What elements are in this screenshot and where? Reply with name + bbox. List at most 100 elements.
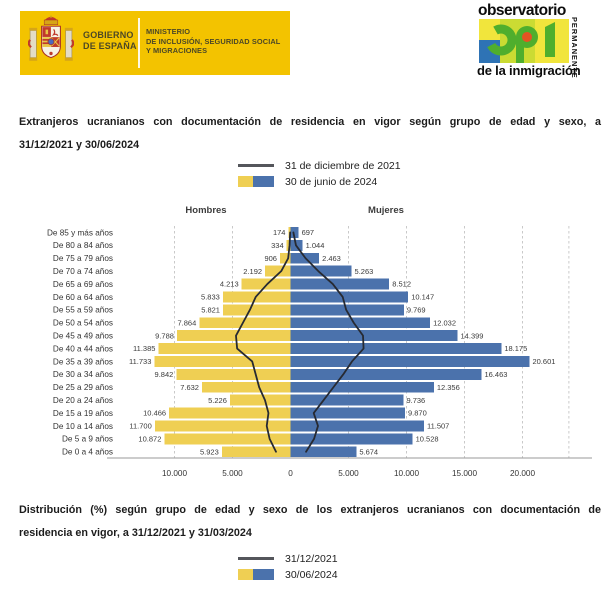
bar-mujeres [290, 394, 404, 406]
bar-hombres [279, 252, 291, 264]
bar-value-label-mujeres: 12.032 [433, 318, 456, 327]
bar-mujeres [290, 368, 482, 380]
bar-mujeres [290, 433, 413, 445]
age-group-label: De 45 a 49 años [53, 331, 113, 340]
bar-hombres [164, 433, 291, 445]
bar-value-label-mujeres: 10.147 [411, 293, 434, 302]
age-group-label: De 20 a 24 años [53, 396, 113, 405]
legend-item-31-12-2021: 31/12/2021 [238, 552, 338, 565]
bar-value-label-hombres: 174 [273, 228, 286, 237]
bar-value-label-mujeres: 697 [302, 228, 315, 237]
bar-hombres [221, 446, 291, 458]
age-group-label: De 80 a 84 años [53, 241, 113, 250]
bar-value-label-mujeres: 10.528 [416, 434, 439, 443]
age-group-label: De 65 a 69 años [53, 280, 113, 289]
bar-value-label-mujeres: 9.769 [407, 305, 426, 314]
women-header: Mujeres [368, 205, 404, 216]
legend-item-2024: 30 de junio de 2024 [238, 175, 401, 188]
legend-bars-swatch [238, 176, 274, 187]
bar-value-label-mujeres: 12.356 [437, 383, 460, 392]
bar-value-label-mujeres: 5.263 [355, 267, 374, 276]
pyramid-title-line2: 31/12/2021 y 30/06/2024 [19, 139, 140, 151]
x-tick-label: 15.000 [452, 469, 477, 478]
gobierno-line1: GOBIERNO [83, 30, 134, 40]
bar-value-label-hombres: 11.733 [129, 357, 151, 366]
bar-hombres [176, 368, 291, 380]
distribution-legend: 31/12/2021 30/06/2024 [238, 552, 338, 581]
legend-line-swatch [238, 164, 274, 167]
x-tick-label: 10.000 [162, 469, 187, 478]
ministerio-text: MINISTERIO DE INCLUSIÓN, SEGURIDAD SOCIA… [146, 27, 280, 56]
bar-value-label-hombres: 9.842 [155, 370, 174, 379]
legend-2024-label: 30 de junio de 2024 [285, 175, 378, 188]
line-2021-mujeres [292, 231, 365, 453]
bar-value-label-hombres: 5.226 [208, 396, 227, 405]
legend-2021-label: 31 de diciembre de 2021 [285, 159, 401, 172]
bar-hombres [229, 394, 291, 406]
men-header: Hombres [185, 205, 226, 216]
legend-item-30-06-2024: 30/06/2024 [238, 568, 338, 581]
bar-value-label-mujeres: 14.399 [461, 331, 484, 340]
age-group-label: De 35 a 39 años [53, 357, 113, 366]
legend-line-swatch [238, 557, 274, 560]
legend-bars-swatch [238, 569, 274, 580]
bar-hombres [176, 330, 291, 342]
opi-logo: observatorio PERMANENTE de la inmigració… [477, 2, 609, 82]
bar-value-label-mujeres: 11.507 [427, 422, 449, 431]
bar-hombres [222, 304, 291, 316]
opi-logo-vertical-text: PERMANENTE [570, 17, 579, 79]
banner-separator [138, 18, 140, 68]
bar-value-label-mujeres: 9.870 [408, 409, 427, 418]
age-group-label: De 30 a 34 años [53, 370, 113, 379]
x-tick-label: 0 [288, 469, 293, 478]
bar-mujeres [290, 381, 434, 393]
age-group-label: De 15 a 19 años [53, 409, 113, 418]
bar-value-label-mujeres: 16.463 [484, 370, 507, 379]
opi-logo-bottom-text: de la inmigración [477, 63, 581, 78]
pyramid-chart-title: Extranjeros ucranianos con documentación… [19, 115, 601, 152]
bar-hombres [199, 317, 291, 329]
legend-31-12-2021-label: 31/12/2021 [285, 552, 338, 565]
spain-coat-of-arms-icon [28, 15, 74, 61]
bar-value-label-hombres: 5.833 [201, 293, 220, 302]
ministerio-line1: MINISTERIO [146, 27, 191, 36]
legend-30-06-2024-label: 30/06/2024 [285, 568, 338, 581]
age-group-label: De 55 a 59 años [53, 306, 113, 315]
opi-logo-mark-icon [479, 19, 569, 63]
bar-mujeres [290, 291, 409, 303]
bar-hombres [241, 278, 291, 290]
bar-value-label-hombres: 5.923 [200, 447, 219, 456]
ministerio-line3: Y MIGRACIONES [146, 46, 208, 56]
legend-item-2021: 31 de diciembre de 2021 [238, 159, 401, 172]
bar-mujeres [290, 420, 424, 432]
bar-value-label-hombres: 10.872 [138, 434, 161, 443]
bar-value-label-hombres: 2.192 [243, 267, 262, 276]
gobierno-banner: GOBIERNO DE ESPAÑA MINISTERIO DE INCLUSI… [20, 11, 290, 75]
bar-mujeres [290, 446, 357, 458]
x-tick-label: 5.000 [222, 469, 243, 478]
opi-logo-top-text: observatorio [478, 2, 566, 19]
age-group-label: De 60 a 64 años [53, 293, 113, 302]
age-group-label: De 0 a 4 años [62, 448, 113, 457]
pyramid-title-line1: Extranjeros ucranianos con documentación… [19, 116, 601, 128]
age-group-label: De 70 a 74 años [53, 267, 113, 276]
x-tick-label: 10.000 [394, 469, 419, 478]
pyramid-chart: De 85 y más años 174 697 De 80 a 84 años 334… [47, 205, 592, 478]
bar-hombres [154, 356, 291, 367]
bar-value-label-hombres: 10.466 [143, 409, 166, 418]
bar-mujeres [290, 330, 458, 342]
pyramid-legend: 31 de diciembre de 2021 30 de junio de 2… [238, 159, 401, 188]
bar-hombres [286, 239, 291, 251]
bar-hombres [154, 420, 291, 432]
bar-value-label-mujeres: 2.463 [322, 254, 341, 263]
bar-hombres [265, 265, 291, 277]
age-group-label: De 85 y más años [47, 228, 113, 237]
bar-mujeres [290, 407, 405, 419]
x-tick-label: 20.000 [510, 469, 535, 478]
bar-value-label-hombres: 4.213 [220, 280, 239, 289]
bar-value-label-mujeres: 18.175 [504, 344, 527, 353]
bar-mujeres [290, 265, 352, 277]
age-group-label: De 50 a 54 años [53, 319, 113, 328]
bar-hombres [201, 381, 291, 393]
